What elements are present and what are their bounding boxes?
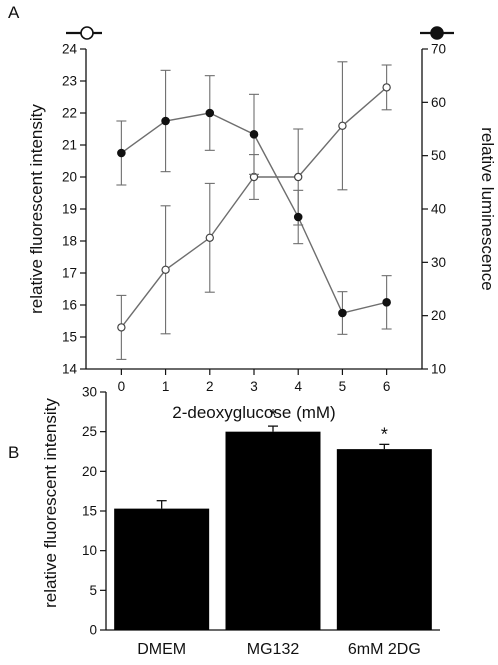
left-y-tick-label: 24 xyxy=(62,42,78,57)
left-y-tick-label: 20 xyxy=(62,170,77,185)
bar-y-tick-label: 15 xyxy=(82,504,97,519)
series-filled-point xyxy=(205,108,215,118)
series-open-point xyxy=(294,172,303,182)
left-axis-series-key-marker xyxy=(80,26,94,40)
series-open-point xyxy=(205,233,214,242)
significance-star: * xyxy=(381,424,388,444)
right-y-tick-label: 50 xyxy=(431,148,446,163)
right-axis-series-key-marker xyxy=(430,26,444,40)
series-open-point xyxy=(117,323,126,332)
series-filled-point xyxy=(249,130,259,139)
series-open-point xyxy=(382,83,391,92)
bar-category-label: MG132 xyxy=(247,641,300,658)
x-tick-label: 4 xyxy=(294,379,302,394)
x-tick-label: 2 xyxy=(206,379,214,394)
series-filled-point xyxy=(338,308,347,318)
bar-dmem xyxy=(114,508,210,630)
bar-6mm-2dg xyxy=(336,449,432,630)
series-open-point xyxy=(161,265,170,274)
bar-y-tick-label: 0 xyxy=(89,623,97,638)
series-open-point xyxy=(338,121,347,131)
series-filled-point xyxy=(293,212,303,222)
bar-y-tick-label: 20 xyxy=(82,464,97,479)
left-y-tick-label: 23 xyxy=(62,74,77,89)
series-filled-point xyxy=(117,148,126,158)
left-y-tick-label: 14 xyxy=(62,362,78,377)
bar-y-tick-label: 5 xyxy=(89,583,97,598)
right-y-tick-label: 60 xyxy=(431,95,446,110)
panel-letter-b: B xyxy=(8,443,19,462)
bar-category-label: DMEM xyxy=(137,641,186,658)
x-tick-label: 0 xyxy=(118,379,126,394)
panel-letter-a: A xyxy=(8,3,20,22)
left-y-tick-label: 19 xyxy=(62,202,77,217)
left-y-axis-title: relative fluorescent intensity xyxy=(27,104,46,314)
bar-y-tick-label: 10 xyxy=(82,543,97,558)
left-y-tick-label: 21 xyxy=(62,138,77,153)
series-filled-point xyxy=(382,298,391,307)
left-y-tick-label: 18 xyxy=(62,234,77,249)
right-y-tick-label: 10 xyxy=(431,362,446,377)
bar-y-tick-label: 30 xyxy=(82,385,97,400)
left-y-tick-label: 16 xyxy=(62,298,77,313)
right-y-tick-label: 20 xyxy=(431,308,446,323)
right-y-axis-title: relative luminescence xyxy=(478,127,497,290)
x-tick-label: 3 xyxy=(250,379,258,394)
bar-category-label: 6mM 2DG xyxy=(348,641,421,658)
bar-mg132 xyxy=(225,431,321,630)
right-y-tick-label: 40 xyxy=(431,202,446,217)
right-y-tick-label: 30 xyxy=(431,255,446,270)
bar-y-axis-title: relative fluorescent intensity xyxy=(41,398,60,608)
x-tick-label: 5 xyxy=(339,379,347,394)
series-filled-point xyxy=(161,116,170,126)
x-tick-label: 1 xyxy=(162,379,170,394)
significance-star: * xyxy=(269,406,276,426)
right-y-tick-label: 70 xyxy=(431,42,446,57)
left-y-tick-label: 17 xyxy=(62,266,77,281)
x-axis-title: 2-deoxyglucose (mM) xyxy=(172,403,335,422)
bar-y-tick-label: 25 xyxy=(82,424,97,439)
left-y-tick-label: 15 xyxy=(62,330,77,345)
left-y-tick-label: 22 xyxy=(62,106,77,121)
x-tick-label: 6 xyxy=(383,379,391,394)
